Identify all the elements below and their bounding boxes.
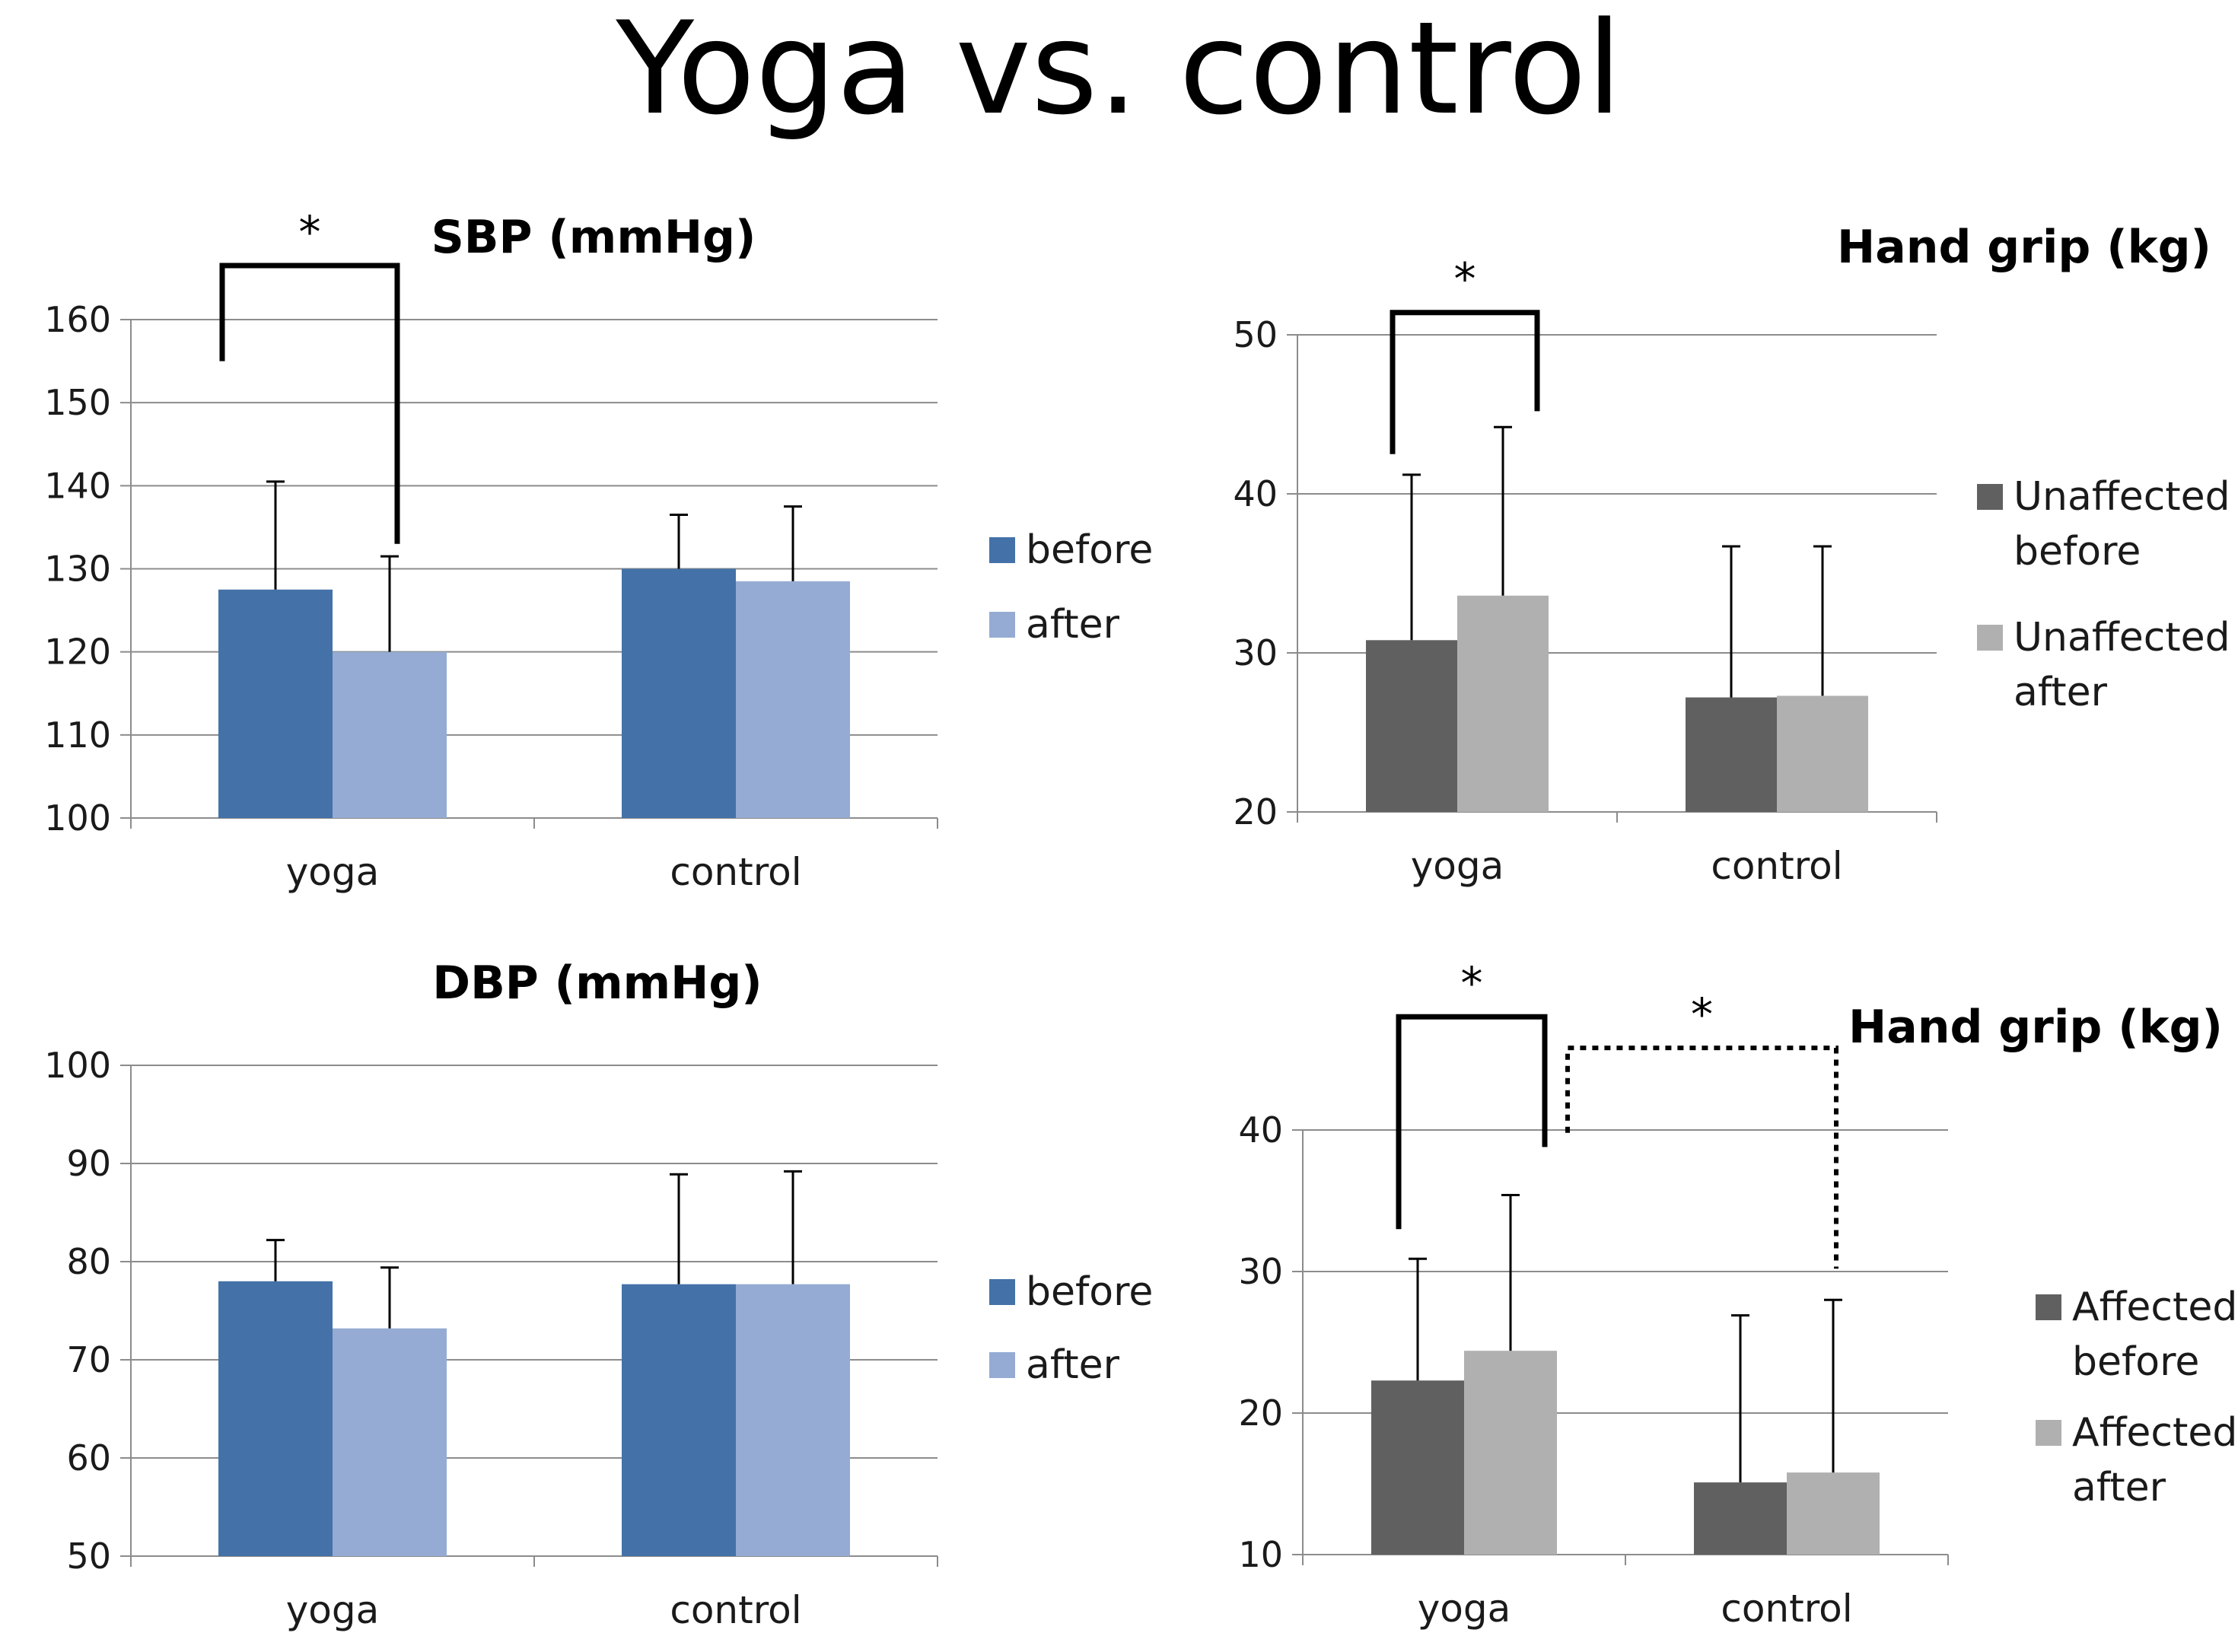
legend-label: after [1026, 602, 1120, 648]
significance-bracket [219, 263, 400, 544]
significance-star: * [299, 206, 321, 258]
x-category-label: control [670, 850, 801, 894]
y-tick-label: 10 [1238, 1534, 1283, 1575]
significance-star: * [1691, 988, 1713, 1040]
chart-title: SBP (mmHg) [431, 211, 756, 264]
legend-label: Affected after [2072, 1410, 2237, 1510]
legend-swatch [2036, 1294, 2061, 1320]
bar [622, 568, 736, 818]
y-tick-label: 90 [66, 1143, 111, 1184]
page-title: Yoga vs. control [616, 0, 1622, 143]
chart-grip_unaffected: 20 30 40 50 yoga control Hand grip (kg) Unaffec… [1233, 221, 2230, 888]
bar [622, 1284, 736, 1556]
bar [1694, 1482, 1787, 1555]
legend-swatch [989, 1279, 1015, 1305]
x-category-label: control [1721, 1587, 1852, 1631]
legend-swatch [1977, 625, 2003, 651]
bar [736, 581, 850, 818]
legend-swatch [989, 612, 1015, 638]
chart-title: Hand grip (kg) [1848, 1001, 2223, 1054]
chart-title: Hand grip (kg) [1837, 221, 2211, 274]
chart-dbp: 50 60 70 80 90 100 yoga control DBP (mmHg) before… [44, 957, 1153, 1632]
chart-sbp: 100 110 120 130 140 150 160 yoga control SBP (mmH… [44, 206, 1153, 894]
legend-label: Affected before [2072, 1284, 2237, 1385]
legend-swatch [989, 537, 1015, 563]
y-tick-label: 160 [44, 299, 111, 340]
chart-title: DBP (mmHg) [432, 957, 762, 1010]
y-tick-label: 150 [44, 382, 111, 423]
y-tick-label: 110 [44, 715, 111, 756]
y-tick-label: 50 [66, 1536, 111, 1577]
legend-label: Unaffected after [2014, 615, 2230, 715]
legend-swatch [1977, 484, 2003, 510]
legend-label: before [1026, 1269, 1153, 1315]
legend-label: before [1026, 527, 1153, 573]
y-tick-label: 140 [44, 465, 111, 506]
x-category-label: yoga [1418, 1587, 1511, 1631]
legend-label: Unaffected before [2014, 474, 2230, 575]
y-tick-label: 130 [44, 549, 111, 590]
x-category-label: control [1711, 844, 1842, 888]
bar [333, 1328, 447, 1556]
bar [1366, 640, 1457, 812]
significance-star: * [1454, 253, 1476, 305]
x-category-label: yoga [1411, 844, 1504, 888]
y-tick-label: 40 [1238, 1109, 1283, 1151]
significance-bracket [1396, 1014, 1548, 1230]
y-tick-label: 50 [1233, 314, 1278, 355]
bar [1464, 1351, 1557, 1555]
bar [1686, 697, 1777, 812]
y-tick-label: 20 [1238, 1393, 1283, 1434]
y-tick-label: 20 [1233, 791, 1278, 832]
legend-swatch [2036, 1420, 2061, 1446]
y-tick-label: 100 [44, 797, 111, 839]
bar [1787, 1472, 1880, 1555]
chart-grip_affected: 10 20 30 40 yoga control Hand grip (kg) Affecte… [1238, 957, 2237, 1631]
legend-swatch [989, 1352, 1015, 1378]
x-category-label: control [670, 1588, 801, 1632]
y-tick-label: 30 [1233, 632, 1278, 673]
bar [218, 589, 333, 818]
bar [218, 1281, 333, 1556]
significance-star: * [1461, 957, 1483, 1009]
x-category-label: yoga [286, 850, 380, 894]
legend-label: after [1026, 1342, 1120, 1388]
y-tick-label: 40 [1233, 473, 1278, 514]
y-tick-label: 100 [44, 1045, 111, 1086]
bar [1777, 695, 1868, 812]
y-tick-label: 60 [66, 1437, 111, 1479]
y-tick-label: 70 [66, 1339, 111, 1380]
y-tick-label: 80 [66, 1241, 111, 1282]
significance-bracket [1390, 310, 1540, 454]
bar [333, 651, 447, 818]
x-category-label: yoga [286, 1588, 380, 1632]
significance-bracket [1565, 1046, 1838, 1269]
bar [1457, 595, 1549, 812]
bar [736, 1284, 850, 1556]
bar [1371, 1380, 1464, 1555]
y-tick-label: 30 [1238, 1251, 1283, 1292]
y-tick-label: 120 [44, 632, 111, 673]
